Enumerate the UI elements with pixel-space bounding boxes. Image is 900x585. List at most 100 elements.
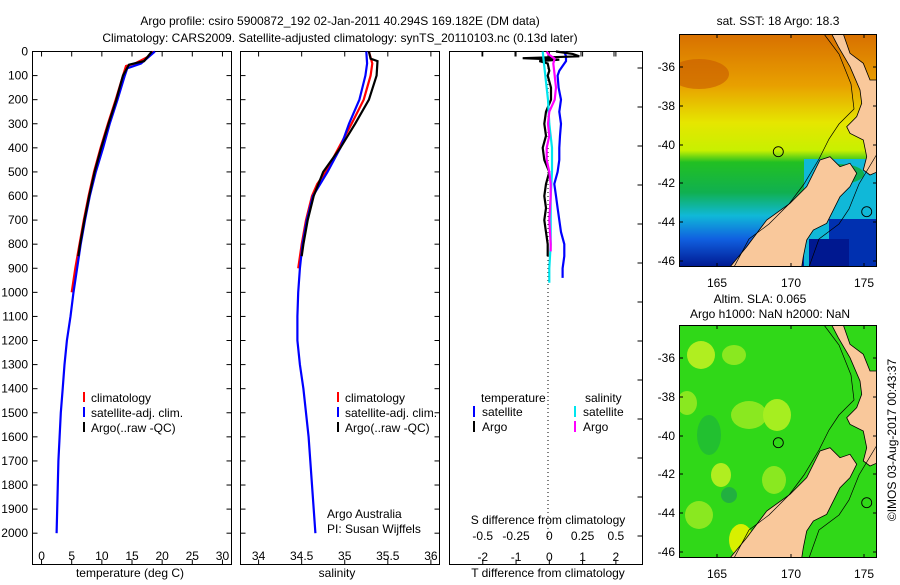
y-tick-label: 700 <box>8 213 28 227</box>
series-line-satellite-adj-clim- <box>296 51 369 534</box>
y-tick-label: 2000 <box>1 526 28 540</box>
sla-map-title-line1: Altim. SLA: 0.065 <box>714 292 807 306</box>
lat-tick-label: -44 <box>658 506 676 520</box>
x-tick-label: 2 <box>613 550 620 564</box>
x2-tick-label: 0 <box>546 529 553 543</box>
x-tick-label: 35 <box>338 549 352 563</box>
y-tick-label: 1000 <box>1 285 28 299</box>
series-line-t-argo <box>522 50 580 257</box>
lon-tick-label: 175 <box>854 567 874 580</box>
sla-map: 165 170 175 -36 -38 -40 -42 -44 -46 <box>658 325 877 581</box>
y-tick-label: 1500 <box>1 406 28 420</box>
x2-tick-label: -0.25 <box>502 529 530 543</box>
y-tick-label: 400 <box>8 141 28 155</box>
legend-swatch-s-satellite <box>574 406 576 417</box>
legend-label: satellite-adj. clim. <box>91 406 183 420</box>
x-tick-label: 36 <box>424 549 438 563</box>
legend-swatch-t-satellite <box>473 406 475 417</box>
series-line-satellite-adj-clim- <box>55 50 156 534</box>
y-tick-label: 1200 <box>1 334 28 348</box>
figure-title-line2: Climatology: CARS2009. Satellite-adjuste… <box>102 31 577 45</box>
x-tick-label: 1 <box>579 550 586 564</box>
y-tick-label: 1700 <box>1 454 28 468</box>
sst-map-title: sat. SST: 18 Argo: 18.3 <box>717 14 840 28</box>
difference-legend: temperature salinity satellite Argo sate… <box>473 391 624 434</box>
y-tick-label: 300 <box>8 117 28 131</box>
y-tick-label: 1100 <box>2 309 28 323</box>
lat-tick-label: -38 <box>658 99 676 113</box>
y-tick-label: 1800 <box>1 478 28 492</box>
lon-tick-label: 170 <box>781 567 801 580</box>
legend-label: Argo(..raw -QC) <box>345 421 430 435</box>
series-line-t-satellite <box>553 51 568 278</box>
legend-swatch-t-argo <box>473 421 475 432</box>
lat-tick-label: -38 <box>658 390 676 404</box>
x-tick-label: 0 <box>38 549 45 563</box>
salinity-xlabel: salinity <box>319 566 356 580</box>
y-tick-label: 1900 <box>1 502 28 516</box>
legend-swatch-satellite <box>337 407 339 417</box>
x2-tick-label: 0.25 <box>571 529 595 543</box>
legend-label: satellite <box>482 405 523 419</box>
sla-map-frame <box>679 325 877 558</box>
salinity-axes-frame <box>240 51 440 565</box>
lat-tick-label: -46 <box>658 254 676 268</box>
y-tick-label: 800 <box>8 237 28 251</box>
x-tick-label: 25 <box>186 549 200 563</box>
legend-header-temperature: temperature <box>481 391 546 405</box>
series-line-argo-raw-qc- <box>300 51 379 257</box>
series-line-climatology <box>297 51 374 269</box>
legend-label: climatology <box>345 391 405 405</box>
y-tick-label: 1300 <box>1 358 28 372</box>
lat-tick-label: -46 <box>658 545 676 559</box>
x2-tick-label: -0.5 <box>472 529 493 543</box>
legend-label: climatology <box>91 391 151 405</box>
x-tick-label: 30 <box>216 549 230 563</box>
salinity-legend: climatology satellite-adj. clim. Argo(..… <box>337 391 437 435</box>
series-line-climatology <box>70 50 154 293</box>
temperature-panel: 0 5 10 15 20 25 300100200300400500600700800900… <box>1 45 232 565</box>
temperature-legend: climatology satellite-adj. clim. Argo(..… <box>83 391 183 435</box>
y-tick-label: 100 <box>8 69 28 83</box>
copyright-timestamp: ©IMOS 03-Aug-2017 00:43:37 <box>885 359 899 522</box>
legend-label: Argo <box>482 420 508 434</box>
x-tick-label: 15 <box>125 549 139 563</box>
difference-axes-frame <box>449 51 643 565</box>
x-tick-label: 0 <box>546 550 553 564</box>
legend-label: satellite <box>583 405 624 419</box>
figure-title-line1: Argo profile: csiro 5900872_192 02-Jan-2… <box>140 14 539 28</box>
legend-swatch-climatology <box>337 392 339 402</box>
s-difference-xlabel: S difference from climatology <box>471 513 626 527</box>
legend-label: Argo <box>583 420 609 434</box>
temperature-axes-frame <box>32 51 232 565</box>
x-tick-label: 20 <box>155 549 169 563</box>
temperature-xlabel: temperature (deg C) <box>76 566 184 580</box>
lat-tick-label: -36 <box>658 351 676 365</box>
series-line-s-argo <box>545 50 558 252</box>
y-tick-label: 1600 <box>1 430 28 444</box>
x-tick-label: -1 <box>511 550 522 564</box>
legend-swatch-argo <box>83 422 85 432</box>
y-tick-label: 0 <box>21 45 28 59</box>
t-difference-xlabel: T difference from climatology <box>471 566 625 580</box>
lat-tick-label: -40 <box>658 138 676 152</box>
lon-tick-label: 175 <box>854 276 874 290</box>
x-tick-label: 34 <box>252 549 266 563</box>
y-tick-label: 500 <box>8 165 28 179</box>
lat-tick-label: -44 <box>658 215 676 229</box>
pi-annotation: PI: Susan Wijffels <box>327 522 421 536</box>
y-tick-label: 900 <box>8 261 28 275</box>
institution-annotation: Argo Australia <box>327 507 402 521</box>
lat-tick-label: -40 <box>658 429 676 443</box>
lon-tick-label: 165 <box>707 276 727 290</box>
sst-map-frame <box>679 34 877 267</box>
legend-swatch-s-argo <box>574 421 576 432</box>
legend-swatch-climatology <box>83 392 85 402</box>
lat-tick-label: -42 <box>658 176 676 190</box>
x-tick-label: 35.5 <box>376 549 400 563</box>
y-tick-label: 600 <box>8 189 28 203</box>
x-tick-label: -2 <box>477 550 488 564</box>
lon-tick-label: 165 <box>707 567 727 580</box>
legend-swatch-argo <box>337 422 339 432</box>
